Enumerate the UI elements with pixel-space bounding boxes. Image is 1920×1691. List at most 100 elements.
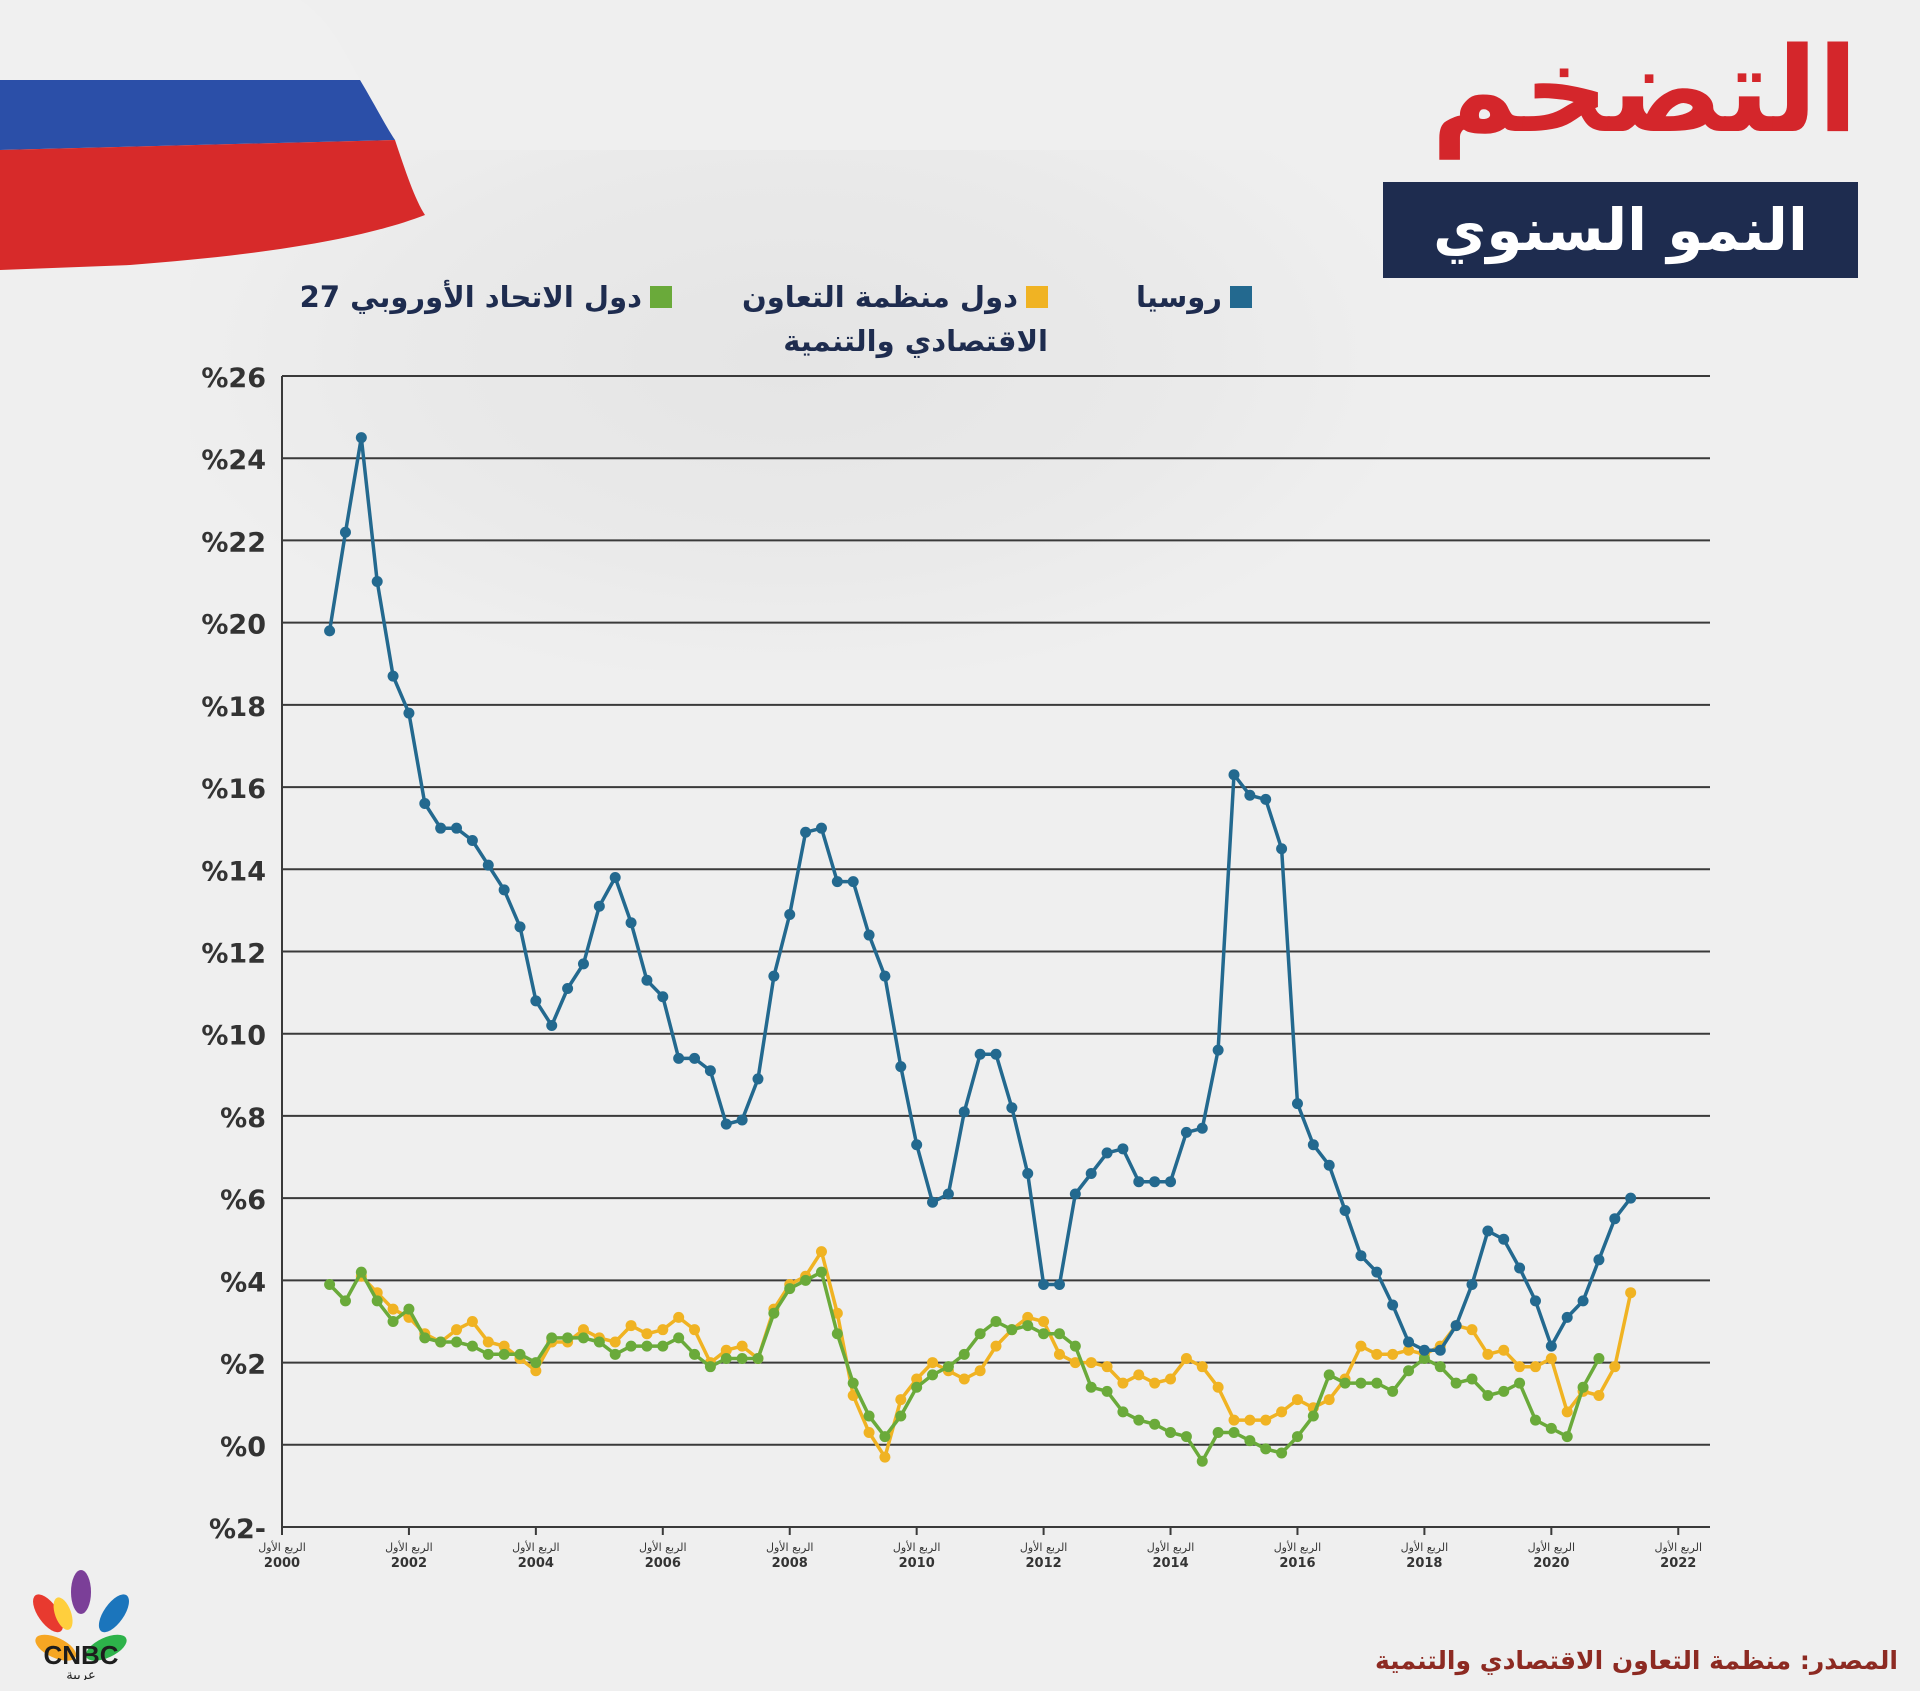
data-point-eu27 <box>324 1278 336 1290</box>
data-point-eu27 <box>673 1332 685 1344</box>
data-point-eu27 <box>1450 1377 1462 1389</box>
data-point-oecd <box>1022 1311 1034 1323</box>
data-point-russia <box>1323 1159 1335 1171</box>
logo-text: CNBC <box>43 1640 118 1670</box>
data-point-eu27 <box>689 1348 701 1360</box>
x-tick-quarter-label: الربع الأول <box>639 1540 687 1554</box>
data-point-eu27 <box>482 1348 494 1360</box>
data-point-russia <box>339 526 351 538</box>
data-point-eu27 <box>1529 1414 1541 1426</box>
legend-swatch-russia <box>1230 286 1252 308</box>
data-point-oecd <box>1466 1324 1478 1336</box>
data-point-russia <box>1529 1295 1541 1307</box>
data-point-eu27 <box>815 1266 827 1278</box>
data-point-eu27 <box>1561 1431 1573 1443</box>
x-tick-quarter-label: الربع الأول <box>512 1540 560 1554</box>
x-tick-year-label: 2012 <box>1026 1556 1062 1571</box>
data-point-oecd <box>1085 1357 1097 1369</box>
x-tick-year-label: 2020 <box>1533 1556 1569 1571</box>
data-point-oecd <box>1514 1361 1526 1373</box>
data-point-oecd <box>1069 1357 1081 1369</box>
x-tick-year-label: 2000 <box>264 1556 300 1571</box>
x-tick-quarter-label: الربع الأول <box>1528 1540 1576 1554</box>
data-point-eu27 <box>1339 1377 1351 1389</box>
data-point-eu27 <box>1260 1443 1272 1455</box>
data-point-russia <box>1545 1340 1557 1352</box>
data-point-russia <box>1069 1188 1081 1200</box>
data-point-eu27 <box>863 1410 875 1422</box>
data-point-russia <box>847 876 859 888</box>
data-point-russia <box>1403 1336 1415 1348</box>
x-tick-year-label: 2008 <box>772 1556 808 1571</box>
data-point-oecd <box>1482 1348 1494 1360</box>
data-point-oecd <box>1117 1377 1129 1389</box>
data-point-oecd <box>498 1340 510 1352</box>
data-point-eu27 <box>498 1348 510 1360</box>
data-point-eu27 <box>1323 1369 1335 1381</box>
data-point-eu27 <box>419 1332 431 1344</box>
x-tick-quarter-label: الربع الأول <box>766 1540 814 1554</box>
page-subtitle: النمو السنوي <box>1383 182 1858 278</box>
data-point-eu27 <box>1069 1340 1081 1352</box>
data-point-eu27 <box>1418 1352 1430 1364</box>
data-point-oecd <box>451 1324 463 1336</box>
x-tick-quarter-label: الربع الأول <box>1274 1540 1322 1554</box>
legend-item-oecd: دول منظمة التعاون الاقتصادي والتنمية <box>718 274 1048 362</box>
legend-item-eu27: دول الاتحاد الأوروبي 27 <box>300 274 672 318</box>
data-point-russia <box>403 707 415 719</box>
legend-label-eu27: دول الاتحاد الأوروبي 27 <box>299 280 642 314</box>
data-point-eu27 <box>1117 1406 1129 1418</box>
data-point-russia <box>324 625 336 637</box>
data-point-oecd <box>863 1426 875 1438</box>
data-point-oecd <box>1355 1340 1367 1352</box>
data-point-russia <box>1418 1344 1430 1356</box>
data-point-eu27 <box>831 1328 843 1340</box>
y-tick-label: %22 <box>201 527 266 558</box>
data-point-oecd <box>1260 1414 1272 1426</box>
legend-label-russia: روسيا <box>1136 280 1222 314</box>
data-point-oecd <box>720 1344 732 1356</box>
data-point-oecd <box>1291 1394 1303 1406</box>
data-point-eu27 <box>911 1381 923 1393</box>
data-point-oecd <box>1387 1348 1399 1360</box>
data-point-russia <box>1625 1192 1637 1204</box>
data-point-eu27 <box>1006 1324 1018 1336</box>
data-point-eu27 <box>736 1352 748 1364</box>
x-tick-quarter-label: الربع الأول <box>1401 1540 1449 1554</box>
data-point-eu27 <box>784 1283 796 1295</box>
logo-subtext: عربية <box>66 1668 95 1680</box>
data-point-russia <box>1165 1176 1177 1188</box>
x-tick-year-label: 2006 <box>645 1556 681 1571</box>
y-tick-label: %26 <box>201 363 266 394</box>
data-point-oecd <box>990 1340 1002 1352</box>
data-point-oecd <box>1545 1352 1557 1364</box>
data-point-russia <box>1498 1233 1510 1245</box>
y-tick-label: %18 <box>201 692 266 723</box>
background-map <box>190 150 1390 670</box>
data-point-oecd <box>577 1324 589 1336</box>
data-point-eu27 <box>720 1352 732 1364</box>
data-point-russia <box>1291 1098 1303 1110</box>
data-point-eu27 <box>704 1361 716 1373</box>
data-point-russia <box>879 970 891 982</box>
x-tick-year-label: 2018 <box>1406 1556 1442 1571</box>
data-point-eu27 <box>1498 1385 1510 1397</box>
data-point-oecd <box>831 1307 843 1319</box>
data-point-oecd <box>1371 1348 1383 1360</box>
data-point-oecd <box>895 1394 907 1406</box>
data-point-russia <box>1244 789 1256 801</box>
data-point-russia <box>546 1019 558 1031</box>
y-tick-label: %24 <box>201 445 266 476</box>
data-point-russia <box>927 1196 939 1208</box>
data-point-russia <box>1561 1311 1573 1323</box>
data-point-eu27 <box>435 1336 447 1348</box>
data-point-russia <box>1006 1102 1018 1114</box>
data-point-eu27 <box>1434 1361 1446 1373</box>
data-point-oecd <box>657 1324 669 1336</box>
data-point-russia <box>1053 1278 1065 1290</box>
data-point-russia <box>419 798 431 810</box>
data-point-eu27 <box>958 1348 970 1360</box>
data-point-eu27 <box>1545 1422 1557 1434</box>
data-point-eu27 <box>1387 1385 1399 1397</box>
y-tick-label: %12 <box>201 939 266 970</box>
